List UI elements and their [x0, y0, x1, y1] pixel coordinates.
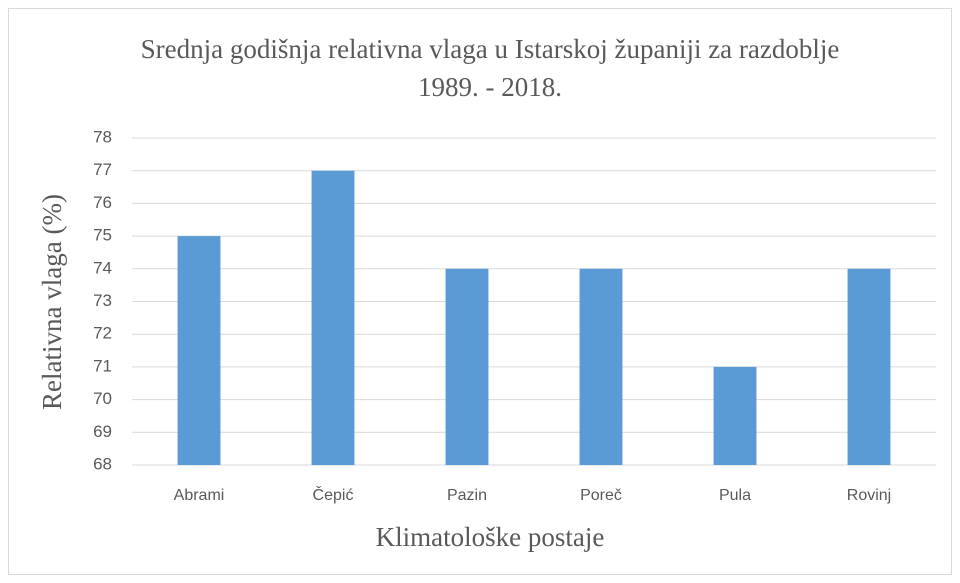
y-tick-label: 70 [93, 389, 112, 408]
y-axis-label: Relativna vlaga (%) [37, 194, 67, 410]
y-tick-label: 73 [93, 291, 112, 310]
bar [311, 170, 355, 465]
y-tick-label: 71 [93, 356, 112, 375]
bar [847, 268, 891, 465]
x-tick-label: Čepić [313, 485, 354, 504]
x-tick-label: Abrami [174, 487, 225, 504]
x-tick-label: Poreč [580, 487, 622, 504]
bar [713, 366, 757, 465]
bar [445, 268, 489, 465]
chart-title: Srednja godišnja relativna vlaga u Istar… [140, 34, 840, 102]
y-tick-label: 69 [93, 422, 112, 441]
x-tick-label: Rovinj [847, 487, 891, 504]
bar [177, 236, 221, 465]
y-tick-label: 74 [93, 258, 112, 277]
x-axis-label: Klimatološke postaje [376, 522, 605, 552]
y-tick-label: 68 [93, 454, 112, 473]
x-tick-label: Pula [719, 487, 751, 504]
y-tick-label: 78 [93, 127, 112, 146]
y-tick-label: 75 [93, 226, 112, 245]
y-tick-label: 72 [93, 324, 112, 343]
x-tick-label: Pazin [447, 487, 487, 504]
y-tick-label: 76 [93, 193, 112, 212]
bar [579, 268, 623, 465]
y-tick-label: 77 [93, 160, 112, 179]
